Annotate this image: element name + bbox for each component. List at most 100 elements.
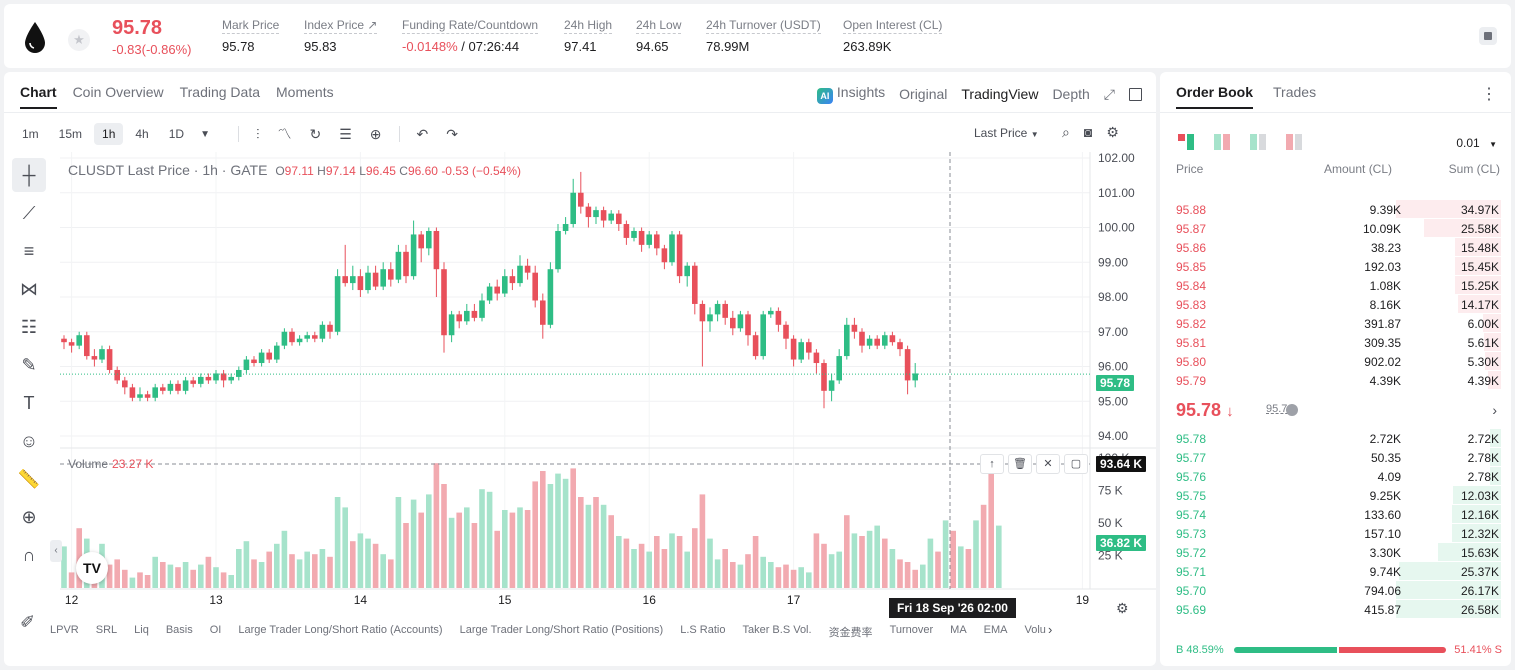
indicator-item[interactable]: Turnover [889, 624, 934, 636]
price-chart[interactable]: 12 13 14 15 16 17 19 102.00 101.00 100.00 99.00 98.… [4, 152, 1156, 652]
orderbook-row[interactable]: 95.81 309.35 5.61K [1160, 333, 1511, 352]
orderbook-row[interactable]: 95.85 192.03 15.45K [1160, 257, 1511, 276]
volume-bar [866, 530, 873, 588]
fib-icon[interactable]: ☷ [20, 316, 38, 337]
tab-trading-data[interactable]: Trading Data [179, 84, 261, 100]
price-source-select[interactable]: Last Price ▼ [974, 126, 1039, 140]
expand-icon[interactable]: ⤢ [1103, 85, 1115, 102]
stat-label[interactable]: Index Price ↗ [304, 18, 378, 34]
orderbook-row[interactable]: 95.74 133.60 12.16K [1160, 505, 1511, 524]
favorite-star-icon[interactable]: ★ [68, 29, 90, 51]
view-split-icon[interactable] [1214, 134, 1230, 150]
crosshair-icon[interactable]: ┼ [12, 158, 46, 192]
collapse-icon[interactable]: ✕ [1036, 454, 1060, 474]
tf-1h[interactable]: 1h [94, 123, 124, 145]
more-options-icon[interactable]: ⋮ [1481, 86, 1497, 103]
view-depth[interactable]: Depth [1052, 86, 1090, 102]
indicators-icon[interactable]: 〽 [277, 126, 292, 142]
indicator-item[interactable]: Liq [134, 624, 149, 636]
view-original[interactable]: Original [899, 86, 948, 102]
brush-icon[interactable]: ✎ [21, 354, 37, 375]
indicator-item[interactable]: EMA [983, 624, 1008, 636]
indicator-item[interactable]: LPVR [50, 624, 79, 636]
zoom-in-icon[interactable]: ⊕ [21, 506, 37, 527]
move-up-icon[interactable]: ↑ [980, 454, 1004, 474]
orderbook-row[interactable]: 95.73 157.10 12.32K [1160, 524, 1511, 543]
precision-select[interactable]: 0.01 ▼ [1456, 136, 1497, 150]
insights-button[interactable]: AI Insights [816, 84, 885, 104]
candle-type-icon[interactable]: ⫶ [255, 125, 260, 142]
ruler-icon[interactable]: 📏 [17, 468, 41, 489]
orderbook-row[interactable]: 95.83 8.16K 14.17K [1160, 295, 1511, 314]
orderbook-row[interactable]: 95.71 9.74K 25.37K [1160, 562, 1511, 581]
view-asks-icon[interactable] [1286, 134, 1302, 150]
axis-settings-icon[interactable]: ⚙ [1116, 600, 1129, 616]
chevron-right-icon[interactable]: › [1492, 402, 1497, 418]
orderbook-row[interactable]: 95.80 902.02 5.30K [1160, 352, 1511, 371]
text-icon[interactable]: T [23, 392, 35, 413]
candle-body [555, 230, 561, 270]
tf-4h[interactable]: 4h [135, 127, 149, 141]
orderbook-row[interactable]: 95.75 9.25K 12.03K [1160, 486, 1511, 505]
orderbook-row[interactable]: 95.79 4.39K 4.39K [1160, 371, 1511, 390]
templates-icon[interactable]: ☰ [339, 125, 352, 142]
tf-15m[interactable]: 15m [58, 127, 83, 141]
trendline-icon[interactable]: ⟋ [22, 202, 36, 223]
orderbook-row[interactable]: 95.82 391.87 6.00K [1160, 314, 1511, 333]
compare-icon[interactable]: ↻ [309, 125, 322, 142]
add-alert-icon[interactable]: ⊕ [369, 125, 382, 142]
view-tradingview[interactable]: TradingView [961, 86, 1039, 102]
tab-trades[interactable]: Trades [1273, 84, 1317, 100]
tf-dropdown-icon[interactable]: ▼ [200, 128, 210, 140]
indicator-item[interactable]: SRL [95, 624, 118, 636]
orderbook-row[interactable]: 95.70 794.06 26.17K [1160, 581, 1511, 600]
orderbook-row[interactable]: 95.88 9.39K 34.97K [1160, 200, 1511, 219]
orderbook-row[interactable]: 95.77 50.35 2.78K [1160, 448, 1511, 467]
orderbook-row[interactable]: 95.72 3.30K 15.63K [1160, 543, 1511, 562]
view-bids-icon[interactable] [1250, 134, 1266, 150]
chevron-left-icon[interactable]: ‹ [50, 540, 62, 562]
camera-icon[interactable]: ◙ [1083, 124, 1093, 140]
horizontal-lines-icon[interactable]: ≡ [23, 240, 35, 261]
orderbook-row[interactable]: 95.69 415.87 26.58K [1160, 600, 1511, 619]
indicator-item[interactable]: 资金费率 [828, 627, 873, 639]
indicator-item[interactable]: L.S Ratio [680, 624, 726, 636]
indicator-item[interactable]: OI [209, 624, 222, 636]
orderbook-row[interactable]: 95.87 10.09K 25.58K [1160, 219, 1511, 238]
tf-1d[interactable]: 1D [168, 127, 185, 141]
tab-moments[interactable]: Moments [276, 84, 334, 100]
stat-index-price[interactable]: Index Price ↗ 95.83 [304, 18, 378, 54]
mid-price[interactable]: 95.78 ↓ [1176, 400, 1234, 421]
candle-body [433, 230, 440, 270]
indicator-item[interactable]: Basis [165, 624, 193, 636]
orderbook-row[interactable]: 95.86 38.23 15.48K [1160, 238, 1511, 257]
undo-icon[interactable]: ↶ [416, 125, 429, 142]
tab-coin-overview[interactable]: Coin Overview [72, 84, 164, 100]
tab-chart[interactable]: Chart [20, 84, 57, 109]
delete-icon[interactable]: 🗑 [1008, 454, 1032, 474]
pattern-icon[interactable]: ⋈ [20, 278, 38, 299]
indicator-item[interactable]: Large Trader Long/Short Ratio (Accounts) [238, 624, 443, 636]
tradingview-logo[interactable]: TV [76, 552, 108, 584]
gear-icon[interactable]: ⚙ [1106, 124, 1119, 140]
pencil-icon[interactable]: ✐ [20, 612, 36, 632]
chevron-right-icon[interactable]: › [1048, 622, 1053, 637]
indicator-item[interactable]: Taker B.S Vol. [742, 624, 812, 636]
magnet-icon[interactable]: ∩ [22, 544, 36, 565]
orderbook-row[interactable]: 95.76 4.09 2.78K [1160, 467, 1511, 486]
notebook-icon[interactable] [1479, 27, 1497, 45]
tf-1m[interactable]: 1m [22, 127, 39, 141]
view-both-icon[interactable] [1178, 134, 1194, 150]
emoji-icon[interactable]: ☺ [19, 430, 39, 451]
maximize-icon[interactable] [1129, 87, 1142, 101]
info-icon[interactable] [1286, 404, 1298, 416]
orderbook-row[interactable]: 95.78 2.72K 2.72K [1160, 429, 1511, 448]
indicator-item[interactable]: MA [950, 624, 967, 636]
orderbook-row[interactable]: 95.84 1.08K 15.25K [1160, 276, 1511, 295]
indicator-item[interactable]: Volu [1024, 624, 1046, 636]
search-icon[interactable]: ⌕ [1062, 124, 1070, 140]
maximize-pane-icon[interactable]: ▢ [1064, 454, 1088, 474]
tab-order-book[interactable]: Order Book [1176, 84, 1254, 109]
indicator-item[interactable]: Large Trader Long/Short Ratio (Positions… [459, 624, 664, 636]
redo-icon[interactable]: ↷ [446, 125, 458, 142]
